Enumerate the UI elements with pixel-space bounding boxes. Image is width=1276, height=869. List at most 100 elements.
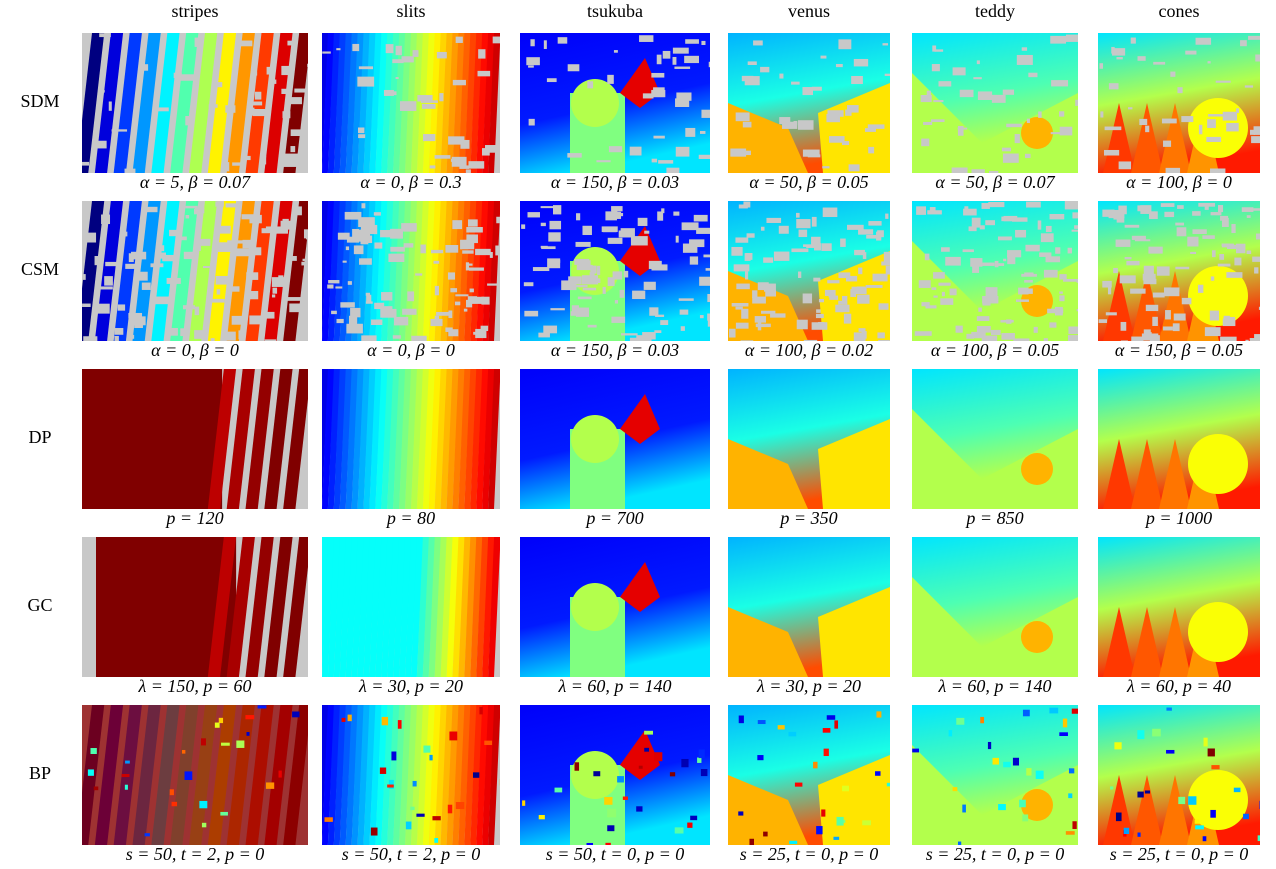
invalid-region <box>919 280 931 288</box>
noise <box>823 728 831 733</box>
invalid-region <box>1002 148 1011 152</box>
noise <box>1195 825 1204 829</box>
invalid-region <box>588 325 597 328</box>
invalid-region <box>281 221 291 230</box>
invalid-region <box>1059 295 1064 301</box>
invalid-region <box>1055 247 1060 253</box>
noise <box>833 837 839 840</box>
invalid-region <box>155 253 166 259</box>
invalid-region <box>791 82 800 85</box>
invalid-region <box>1236 244 1245 254</box>
invalid-region <box>694 215 708 222</box>
invalid-region <box>1234 258 1241 266</box>
invalid-region <box>177 237 187 241</box>
invalid-region <box>265 339 277 346</box>
invalid-region <box>938 81 951 86</box>
invalid-region <box>386 44 394 53</box>
invalid-region <box>1017 55 1033 65</box>
invalid-region <box>971 332 985 338</box>
invalid-region <box>482 148 490 155</box>
invalid-region <box>499 92 511 100</box>
invalid-region <box>297 206 302 215</box>
invalid-region <box>685 39 699 44</box>
noise <box>675 827 684 833</box>
invalid-region <box>797 320 808 330</box>
invalid-region <box>524 311 538 317</box>
noise <box>371 828 378 836</box>
noise <box>837 817 844 826</box>
invalid-region <box>736 112 750 121</box>
invalid-region <box>553 205 561 214</box>
invalid-region <box>253 109 266 116</box>
invalid-region <box>597 266 600 275</box>
invalid-region <box>226 162 229 171</box>
invalid-region <box>812 322 828 330</box>
invalid-region <box>572 305 579 312</box>
invalid-region <box>689 239 704 247</box>
invalid-region <box>533 267 549 271</box>
invalid-region <box>1015 134 1020 143</box>
invalid-region <box>1251 136 1262 143</box>
noise <box>479 707 482 714</box>
invalid-region <box>1254 126 1267 135</box>
invalid-region <box>868 147 874 153</box>
map-region <box>1021 453 1053 485</box>
invalid-region <box>1128 107 1132 109</box>
invalid-region <box>701 41 705 45</box>
noise <box>699 750 705 759</box>
invalid-region <box>468 161 484 168</box>
invalid-region <box>487 283 502 285</box>
invalid-region <box>879 303 889 309</box>
invalid-region <box>930 207 936 211</box>
invalid-region <box>745 253 752 260</box>
invalid-region <box>1223 112 1237 121</box>
invalid-region <box>1164 287 1179 296</box>
noise <box>391 751 396 760</box>
invalid-region <box>194 330 206 339</box>
row-label: SDM <box>20 91 59 111</box>
invalid-region <box>932 64 940 71</box>
invalid-region <box>1135 239 1150 241</box>
invalid-region <box>885 74 902 76</box>
invalid-region <box>529 119 535 126</box>
invalid-region <box>977 60 980 64</box>
caption: s = 50, t = 0, p = 0 <box>546 844 684 864</box>
invalid-region <box>541 246 555 249</box>
invalid-region <box>621 228 635 237</box>
invalid-region <box>496 217 508 223</box>
invalid-region <box>1038 220 1042 229</box>
invalid-region <box>1226 123 1238 132</box>
invalid-region <box>195 38 200 47</box>
invalid-region <box>225 105 235 113</box>
invalid-region <box>439 93 443 101</box>
invalid-region <box>1059 111 1064 116</box>
invalid-region <box>130 335 134 339</box>
invalid-region <box>307 64 319 67</box>
noise <box>324 817 332 822</box>
invalid-region <box>708 320 711 327</box>
invalid-region <box>1177 87 1182 93</box>
invalid-region <box>112 129 128 131</box>
noise <box>690 816 697 820</box>
invalid-region <box>1240 40 1247 46</box>
invalid-region <box>816 309 821 313</box>
caption: α = 0, β = 0.3 <box>360 172 461 192</box>
invalid-region <box>272 294 275 297</box>
invalid-region <box>736 284 749 290</box>
invalid-region <box>608 238 623 244</box>
invalid-region <box>960 90 974 97</box>
invalid-region <box>779 74 783 79</box>
noise <box>623 797 628 800</box>
invalid-region <box>680 310 689 315</box>
invalid-region <box>286 297 302 301</box>
noise <box>410 807 414 810</box>
disparity-map <box>1098 201 1272 348</box>
invalid-region <box>883 43 889 45</box>
invalid-region <box>1016 299 1029 301</box>
invalid-region <box>982 263 994 266</box>
invalid-region <box>306 236 321 239</box>
invalid-region <box>415 273 422 275</box>
invalid-region <box>1121 322 1127 331</box>
invalid-region <box>184 252 198 259</box>
invalid-region <box>452 220 462 229</box>
